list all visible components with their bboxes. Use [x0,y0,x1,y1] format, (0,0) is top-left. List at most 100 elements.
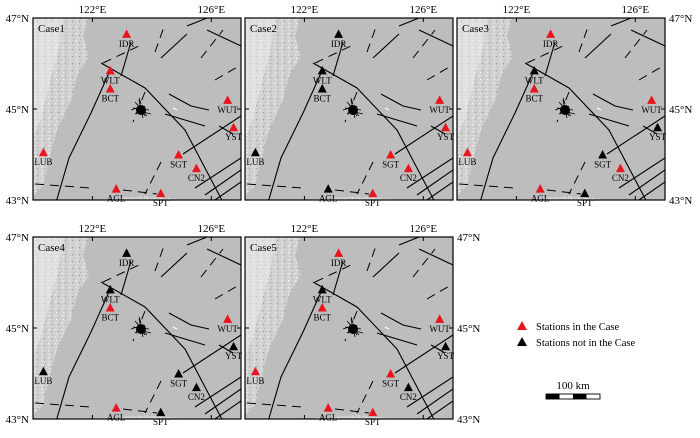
station-cn2-label: CN2 [188,392,205,402]
station-cn2-label: CN2 [400,173,417,183]
station-wut-marker [435,95,445,104]
map-frame [244,236,454,420]
lat-tick-label: 47°N [6,13,29,25]
station-yst-label: YST [225,351,243,361]
scale-bar: 100 km [545,380,601,400]
map-panel-1: 122°E 126°E 47°N 45°N 43°N Case1 IDR WLT BCT WUT Y… [6,4,243,208]
station-wlt-label: WLT [525,75,544,85]
station-wut-label: WUT [217,324,238,334]
station-wut-marker [223,95,233,104]
station-wlt-marker [529,65,539,75]
station-lub-label: LUB [246,157,264,167]
station-lub-label: LUB [34,376,52,386]
station-wut-label: WUT [429,105,450,115]
lat-tick-label: 43°N [669,195,692,207]
station-sgt-label: SGT [170,160,188,170]
station-cn2-label: CN2 [400,392,417,402]
station-yst-label: YST [225,132,243,142]
lat-tick-label: 43°N [6,414,29,426]
station-wlt-label: WLT [101,75,120,85]
station-yst-marker [229,341,239,351]
map-frame [32,17,242,201]
station-yst-marker [653,122,663,132]
station-bct-label: BCT [313,94,331,104]
lat-tick-label: 45°N [6,104,29,116]
station-wlt-label: WLT [313,75,332,85]
station-spt-label: SPT [153,417,169,427]
station-lub-label: LUB [458,157,476,167]
station-lub-marker [462,147,472,157]
station-idr-label: IDR [119,258,135,268]
station-wlt-label: WLT [101,294,120,304]
station-spt-marker [368,407,378,417]
station-sgt-label: SGT [594,160,612,170]
station-wut-marker [223,314,233,323]
station-spt-label: SPT [365,417,381,427]
station-sgt-label: SGT [382,160,400,170]
station-agl-label: AGL [531,194,550,204]
map-frame [32,236,242,420]
case-label: Case4 [38,242,65,254]
case-label: Case2 [250,23,277,35]
station-idr-marker [334,29,344,38]
case-label: Case1 [38,23,65,35]
station-sgt-marker [174,369,184,378]
station-idr-marker [122,29,132,38]
station-sgt-marker [386,150,396,159]
map-frame [244,17,454,201]
station-yst-marker [441,122,451,132]
station-agl-marker [323,403,333,412]
station-idr-label: IDR [331,258,347,268]
station-sgt-marker [598,150,608,159]
station-spt-marker [156,188,166,198]
lon-tick-label: 126°E [197,4,225,16]
station-wlt-label: WLT [313,294,332,304]
station-wut-marker [647,95,657,104]
station-bct-label: BCT [101,94,119,104]
station-sgt-marker [174,150,184,159]
station-spt-marker [368,188,378,198]
station-spt-label: SPT [153,198,169,208]
station-idr-label: IDR [543,39,559,49]
lon-tick-label: 126°E [409,223,437,235]
map-panel-4: 122°E 126°E 47°N 45°N 43°N Case4 IDR WLT BCT WUT Y… [6,223,243,427]
station-lub-marker [250,147,260,157]
lat-tick-label: 45°N [457,323,480,335]
map-panels: 122°E 126°E 47°N 45°N 43°N Case1 IDR WLT BCT WUT Y… [6,4,693,427]
map-panel-5: 122°E 126°E 47°N 45°N 43°N Case5 IDR WLT BCT WUT Y… [244,223,480,427]
station-spt-marker [156,407,166,417]
legend-out-label: Stations not in the Case [536,338,636,349]
station-cn2-marker [403,382,413,392]
station-cn2-marker [615,163,625,173]
lon-tick-label: 122°E [503,4,531,16]
map-panel-3: 122°E 126°E 47°N 45°N 43°N Case3 IDR WLT BCT WUT Y… [456,4,692,208]
lon-tick-label: 122°E [79,223,107,235]
station-lub-marker [38,147,48,157]
station-agl-label: AGL [107,194,126,204]
station-agl-marker [535,184,545,193]
station-lub-label: LUB [34,157,52,167]
station-cn2-marker [191,382,201,392]
station-sgt-label: SGT [170,379,188,389]
station-wlt-marker [105,65,115,75]
station-bct-marker [317,303,327,312]
station-idr-marker [334,248,344,257]
station-bct-label: BCT [313,313,331,323]
station-lub-marker [38,366,48,376]
station-agl-marker [111,403,121,412]
station-spt-label: SPT [577,198,593,208]
lon-tick-label: 126°E [409,4,437,16]
station-sgt-marker [386,369,396,378]
station-yst-marker [441,341,451,351]
station-wut-label: WUT [429,324,450,334]
case-label: Case3 [462,23,489,35]
station-idr-label: IDR [331,39,347,49]
lat-tick-label: 43°N [6,195,29,207]
station-wlt-marker [317,65,327,75]
station-spt-label: SPT [365,198,381,208]
station-bct-label: BCT [525,94,543,104]
station-agl-marker [323,184,333,193]
lon-tick-label: 122°E [79,4,107,16]
legend: Stations in the Case Stations not in the… [517,321,636,349]
